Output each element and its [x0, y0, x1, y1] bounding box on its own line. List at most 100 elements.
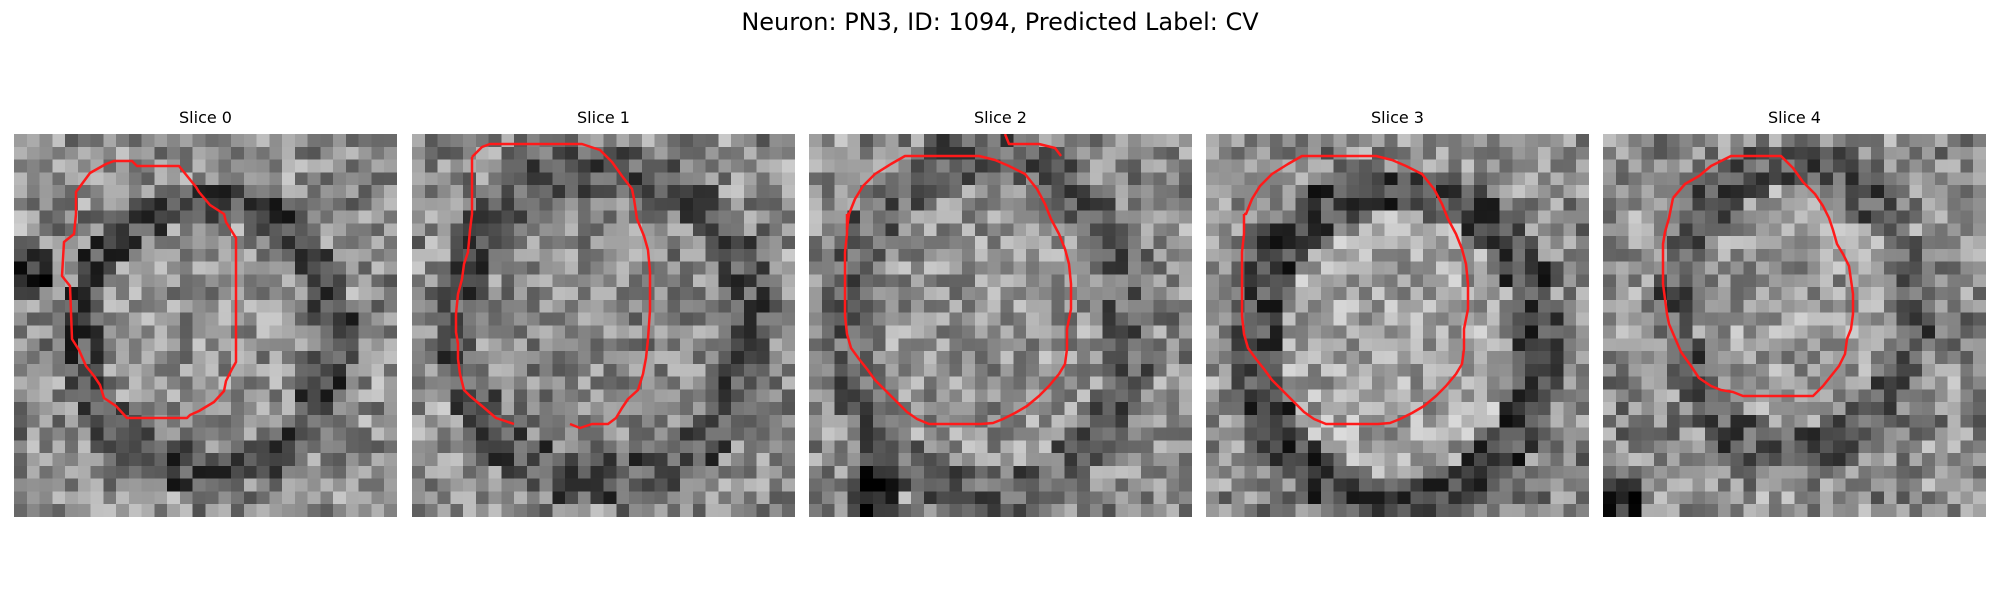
- pixel-cell: [1525, 363, 1539, 377]
- pixel-cell: [590, 197, 604, 211]
- pixel-cell: [1371, 465, 1386, 480]
- pixel-cell: [205, 248, 219, 263]
- pixel-cell: [809, 440, 823, 454]
- pixel-cell: [1615, 491, 1629, 505]
- pixel-cell: [1628, 248, 1642, 263]
- pixel-cell: [371, 223, 385, 237]
- pixel-cell: [974, 389, 989, 403]
- pixel-cell: [1537, 172, 1552, 186]
- pixel-cell: [667, 236, 681, 250]
- pixel-cell: [936, 146, 950, 160]
- pixel-cell: [1089, 287, 1104, 301]
- pixel-cell: [603, 312, 617, 326]
- pixel-cell: [974, 261, 989, 275]
- pixel-cell: [654, 338, 668, 352]
- pixel-cell: [1550, 299, 1564, 314]
- pixel-cell: [949, 453, 963, 467]
- pixel-cell: [514, 248, 528, 263]
- pixel-cell: [256, 440, 270, 454]
- pixel-cell: [629, 504, 643, 517]
- pixel-cell: [475, 261, 489, 275]
- pixel-cell: [26, 274, 40, 288]
- pixel-cell: [14, 236, 28, 250]
- pixel-cell: [333, 299, 347, 314]
- pixel-cell: [834, 325, 848, 339]
- pixel-cell: [1550, 427, 1564, 441]
- pixel-cell: [1576, 504, 1589, 517]
- pixel-cell: [1295, 338, 1309, 352]
- pixel-cell: [218, 465, 232, 480]
- pixel-cell: [26, 338, 40, 352]
- pixel-cell: [1102, 363, 1116, 377]
- pixel-cell: [1486, 389, 1501, 403]
- pixel-cell: [1654, 363, 1668, 377]
- pixel-cell: [1563, 325, 1577, 339]
- pixel-cell: [616, 491, 630, 505]
- pixel-cell: [1244, 134, 1258, 148]
- pixel-cell: [488, 427, 502, 441]
- pixel-cell: [1576, 274, 1589, 288]
- pixel-cell: [1537, 427, 1552, 441]
- pixel-cell: [1371, 389, 1386, 403]
- pixel-cell: [1871, 465, 1885, 480]
- pixel-cell: [1179, 491, 1192, 505]
- pixel-cell: [705, 134, 719, 148]
- pixel-cell: [154, 453, 168, 467]
- pixel-cell: [1320, 440, 1335, 454]
- pixel-cell: [1448, 376, 1462, 390]
- pixel-cell: [1641, 453, 1655, 467]
- pixel-cell: [345, 351, 360, 365]
- pixel-cell: [743, 134, 758, 148]
- pixel-cell: [1654, 478, 1668, 492]
- pixel-cell: [1064, 223, 1078, 237]
- pixel-cell: [14, 504, 28, 517]
- pixel-cell: [1666, 453, 1680, 467]
- pixel-cell: [1051, 402, 1065, 416]
- pixel-cell: [692, 223, 707, 237]
- pixel-cell: [1960, 299, 1974, 314]
- pixel-cell: [834, 389, 848, 403]
- pixel-cell: [294, 197, 309, 211]
- pixel-cell: [52, 236, 66, 250]
- pixel-cell: [936, 287, 950, 301]
- pixel-cell: [860, 312, 874, 326]
- pixel-cell: [1269, 312, 1283, 326]
- pixel-cell: [345, 440, 360, 454]
- pixel-cell: [1359, 236, 1373, 250]
- pixel-cell: [962, 236, 976, 250]
- pixel-cell: [218, 504, 232, 517]
- pixel-cell: [1026, 325, 1040, 339]
- pixel-cell: [629, 414, 643, 429]
- pixel-cell: [1089, 185, 1104, 199]
- pixel-cell: [885, 325, 899, 339]
- pixel-cell: [1730, 504, 1744, 517]
- pixel-cell: [1486, 491, 1501, 505]
- pixel-cell: [192, 478, 206, 492]
- pixel-cell: [1973, 146, 1986, 160]
- slice-image-1: [412, 134, 795, 517]
- pixel-cell: [1743, 325, 1757, 339]
- pixel-cell: [1064, 465, 1078, 480]
- pixel-cell: [680, 376, 694, 390]
- pixel-cell: [14, 185, 28, 199]
- pixel-cell: [282, 210, 296, 224]
- pixel-cell: [475, 159, 489, 173]
- pixel-cell: [320, 440, 334, 454]
- pixel-cell: [731, 134, 745, 148]
- pixel-cell: [590, 261, 604, 275]
- pixel-cell: [65, 491, 79, 505]
- pixel-cell: [1512, 210, 1526, 224]
- pixel-cell: [718, 210, 732, 224]
- pixel-cell: [333, 453, 347, 467]
- pixel-cell: [1269, 248, 1283, 263]
- pixel-cell: [577, 504, 592, 517]
- pixel-cell: [307, 325, 321, 339]
- pixel-cell: [1333, 299, 1347, 314]
- pixel-cell: [1486, 248, 1501, 263]
- pixel-cell: [1794, 274, 1808, 288]
- pixel-cell: [1013, 363, 1027, 377]
- pixel-cell: [936, 402, 950, 416]
- pixel-cell: [1499, 325, 1513, 339]
- pixel-cell: [1077, 248, 1091, 263]
- pixel-cell: [1679, 402, 1693, 416]
